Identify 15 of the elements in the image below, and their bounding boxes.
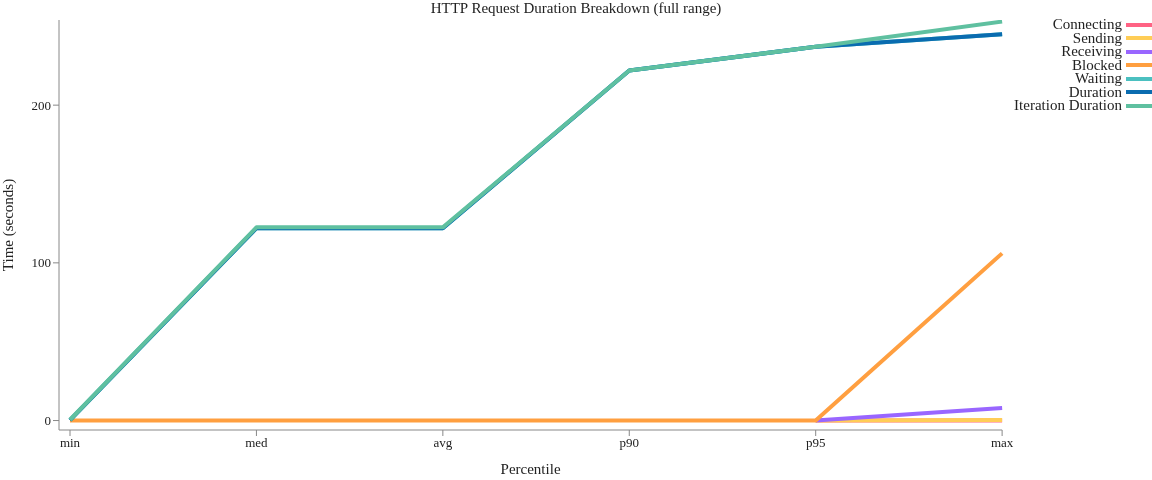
x-tick-label: min bbox=[59, 435, 81, 451]
chart-title: HTTP Request Duration Breakdown (full range) bbox=[429, 0, 723, 17]
y-tick-label: 200 bbox=[31, 97, 51, 113]
x-tick-label: p90 bbox=[619, 435, 640, 451]
x-tick-label: avg bbox=[433, 435, 453, 451]
x-tick-label: max bbox=[990, 435, 1014, 451]
legend-label: Connecting bbox=[1052, 16, 1122, 32]
x-tick-label: med bbox=[245, 435, 269, 451]
legend-label: Iteration Duration bbox=[1014, 97, 1122, 113]
x-axis-title: Percentile bbox=[500, 461, 561, 477]
y-tick-label: 0 bbox=[44, 413, 51, 429]
x-tick-label: p95 bbox=[805, 435, 826, 451]
y-tick-label: 100 bbox=[31, 255, 51, 271]
y-axis-title: Time (seconds) bbox=[0, 178, 18, 272]
legend-label: Waiting bbox=[1074, 70, 1122, 86]
